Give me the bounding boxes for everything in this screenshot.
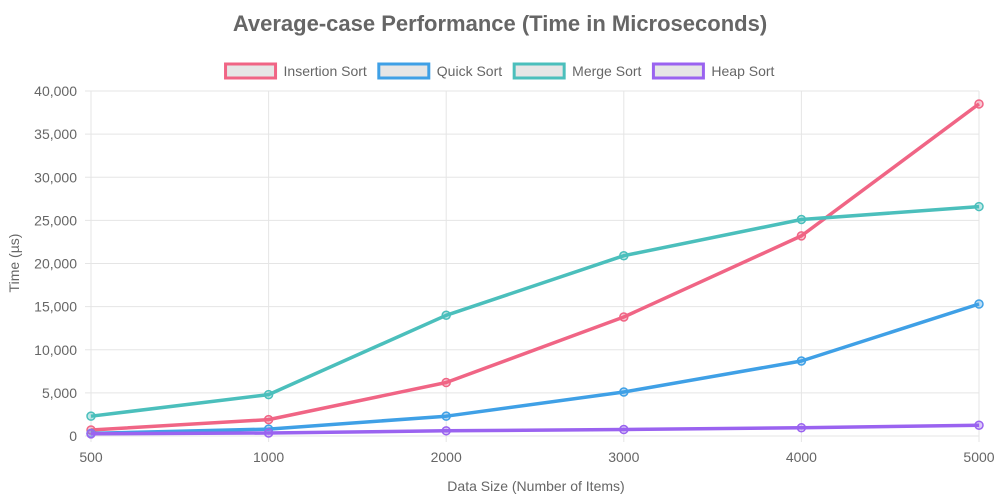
data-point[interactable] [441, 377, 451, 388]
legend-swatch [651, 62, 705, 80]
y-tick-label: 35,000 [34, 126, 77, 142]
series-line [90, 102, 981, 432]
data-point[interactable] [796, 214, 807, 225]
legend-item[interactable]: Quick Sort [377, 62, 502, 80]
data-point[interactable] [974, 299, 984, 309]
x-tick-label: 500 [79, 449, 103, 465]
legend-swatch [512, 62, 566, 80]
legend-swatch [377, 62, 431, 80]
y-tick-label: 25,000 [34, 212, 77, 228]
x-tick-label: 3000 [608, 449, 639, 465]
legend-item[interactable]: Merge Sort [512, 62, 642, 80]
data-point[interactable] [441, 411, 451, 421]
y-tick-label: 30,000 [34, 169, 77, 185]
x-tick-label: 5000 [963, 449, 994, 465]
series-heap-sort [86, 420, 984, 439]
data-point[interactable] [974, 420, 984, 430]
y-tick-label: 0 [69, 428, 77, 444]
y-tick-label: 10,000 [34, 342, 77, 358]
legend-label: Insertion Sort [284, 63, 367, 79]
series-quick-sort [86, 299, 984, 439]
data-point[interactable] [263, 414, 274, 425]
data-point[interactable] [619, 424, 629, 435]
legend-swatch [224, 62, 278, 80]
y-tick-label: 40,000 [34, 83, 77, 99]
gridlines [85, 90, 980, 442]
data-point[interactable] [441, 310, 451, 320]
legend-label: Quick Sort [437, 63, 502, 79]
series-line [90, 302, 980, 436]
data-point[interactable] [619, 312, 629, 322]
data-point[interactable] [86, 429, 96, 439]
x-axis-title: Data Size (Number of Items) [447, 478, 624, 494]
data-point[interactable] [86, 411, 96, 421]
legend-label: Merge Sort [572, 63, 641, 79]
data-point[interactable] [796, 356, 807, 366]
data-point[interactable] [441, 426, 451, 436]
legend-item[interactable]: Heap Sort [651, 62, 775, 80]
y-tick-label: 5,000 [42, 385, 77, 401]
legend-item[interactable]: Insertion Sort [224, 62, 367, 80]
series-merge-sort [86, 201, 984, 421]
data-point[interactable] [796, 423, 807, 433]
y-tick-label: 15,000 [34, 299, 77, 315]
y-axis-title: Time (µs) [6, 234, 22, 293]
x-tick-label: 4000 [786, 449, 817, 465]
data-point[interactable] [263, 389, 274, 400]
x-tick-label: 2000 [431, 449, 462, 465]
data-point[interactable] [974, 201, 984, 212]
data-point[interactable] [974, 99, 984, 109]
series-line [90, 423, 980, 436]
data-point[interactable] [796, 231, 807, 241]
chart-title: Average-case Performance (Time in Micros… [233, 11, 767, 36]
data-point[interactable] [619, 250, 629, 261]
x-tick-label: 1000 [253, 449, 284, 465]
legend-label: Heap Sort [711, 63, 774, 79]
legend: Insertion Sort Quick Sort Merge Sort Heap S… [224, 62, 775, 80]
data-point[interactable] [619, 387, 629, 397]
series-lines [86, 99, 984, 439]
series-insertion-sort [86, 99, 984, 435]
y-axis-ticks: 0 5,000 10,000 15,000 20,000 25,000 30,000 35,0… [34, 83, 77, 444]
y-tick-label: 20,000 [34, 256, 77, 272]
data-point[interactable] [263, 428, 274, 438]
x-axis-ticks: 500 1000 2000 3000 4000 5000 [79, 449, 994, 465]
series-line [90, 204, 980, 418]
